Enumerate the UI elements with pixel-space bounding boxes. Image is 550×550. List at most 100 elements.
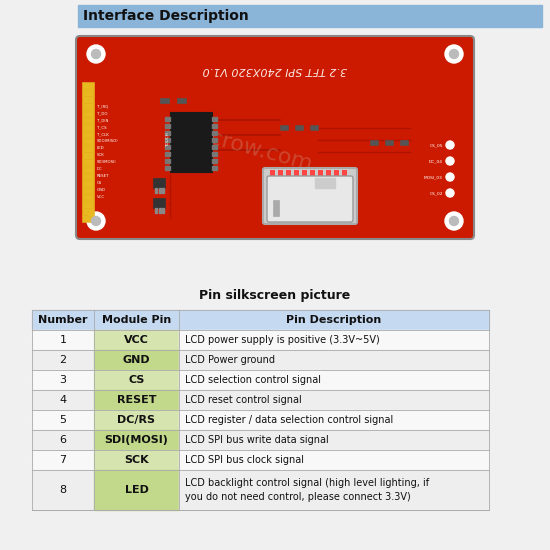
Bar bbox=[94, 410, 179, 430]
Text: LCD backlight control signal (high level lighting, if: LCD backlight control signal (high level… bbox=[185, 478, 429, 488]
Bar bbox=[32, 390, 94, 410]
Bar bbox=[82, 187, 94, 194]
Bar bbox=[179, 350, 489, 370]
Bar bbox=[32, 350, 94, 370]
Bar bbox=[177, 98, 186, 103]
Bar bbox=[342, 170, 347, 176]
Text: 2: 2 bbox=[59, 355, 67, 365]
Text: T_CLK: T_CLK bbox=[97, 132, 109, 136]
Circle shape bbox=[446, 141, 454, 149]
Bar bbox=[212, 131, 217, 135]
Bar bbox=[32, 330, 94, 350]
Circle shape bbox=[446, 173, 454, 181]
Text: Interface Description: Interface Description bbox=[83, 9, 249, 23]
Text: LCD reset control signal: LCD reset control signal bbox=[185, 395, 302, 405]
Bar bbox=[370, 140, 378, 145]
Text: RESET: RESET bbox=[117, 395, 156, 405]
Bar bbox=[32, 370, 94, 390]
Text: CS: CS bbox=[97, 182, 102, 185]
Bar bbox=[82, 194, 94, 201]
Text: SCK: SCK bbox=[124, 455, 149, 465]
Bar bbox=[82, 138, 94, 145]
Text: DC: DC bbox=[97, 167, 103, 171]
Text: DC_04: DC_04 bbox=[429, 159, 443, 163]
Text: 3: 3 bbox=[59, 375, 67, 385]
Bar bbox=[94, 350, 179, 370]
Circle shape bbox=[91, 50, 101, 58]
Bar bbox=[310, 170, 315, 176]
Text: GND: GND bbox=[123, 355, 150, 365]
Bar bbox=[179, 470, 489, 510]
Bar bbox=[385, 140, 393, 145]
Bar bbox=[165, 152, 170, 156]
Bar bbox=[179, 370, 489, 390]
Bar bbox=[179, 430, 489, 450]
Bar bbox=[94, 370, 179, 390]
Bar bbox=[158, 208, 161, 213]
Bar bbox=[82, 201, 94, 207]
Text: T_CS: T_CS bbox=[97, 125, 107, 129]
Text: DC/RS: DC/RS bbox=[118, 415, 156, 425]
Bar bbox=[310, 125, 318, 130]
Bar bbox=[82, 215, 94, 222]
Bar bbox=[165, 131, 170, 135]
Bar bbox=[280, 125, 288, 130]
Bar bbox=[212, 159, 217, 162]
Bar bbox=[82, 173, 94, 179]
Bar bbox=[179, 390, 489, 410]
Text: GND: GND bbox=[97, 188, 106, 192]
Bar bbox=[82, 180, 94, 186]
Circle shape bbox=[446, 189, 454, 197]
Text: 1: 1 bbox=[59, 335, 67, 345]
Bar bbox=[334, 170, 339, 176]
Text: 7: 7 bbox=[59, 455, 67, 465]
Bar bbox=[165, 166, 170, 169]
Bar bbox=[162, 208, 164, 213]
Bar bbox=[94, 430, 179, 450]
Bar bbox=[153, 198, 165, 208]
Text: Pin Description: Pin Description bbox=[287, 315, 382, 325]
Text: MOSI_03: MOSI_03 bbox=[424, 175, 443, 179]
Bar bbox=[82, 110, 94, 117]
Bar bbox=[165, 159, 170, 162]
Bar bbox=[165, 138, 170, 141]
Bar bbox=[32, 430, 94, 450]
Text: LED: LED bbox=[124, 485, 148, 495]
Bar bbox=[318, 170, 323, 176]
Text: LCD selection control signal: LCD selection control signal bbox=[185, 375, 321, 385]
Circle shape bbox=[87, 212, 105, 230]
Text: RESET: RESET bbox=[97, 174, 109, 178]
Text: Number: Number bbox=[39, 315, 88, 325]
Bar bbox=[82, 124, 94, 130]
Circle shape bbox=[87, 45, 105, 63]
Text: CS_05: CS_05 bbox=[430, 143, 443, 147]
Text: VCC: VCC bbox=[97, 195, 105, 199]
Bar bbox=[82, 96, 94, 102]
Bar bbox=[179, 330, 489, 350]
Bar bbox=[82, 117, 94, 124]
Text: Module Pin: Module Pin bbox=[102, 315, 171, 325]
Bar bbox=[32, 410, 94, 430]
Text: 8: 8 bbox=[59, 485, 67, 495]
Text: elecrow.com: elecrow.com bbox=[175, 120, 315, 175]
Bar bbox=[212, 138, 217, 141]
Bar bbox=[158, 188, 161, 193]
Circle shape bbox=[449, 217, 459, 226]
Text: 3.2 TFT SPI 240X320 V1.0: 3.2 TFT SPI 240X320 V1.0 bbox=[203, 65, 347, 75]
Text: SDO(MISO): SDO(MISO) bbox=[97, 139, 119, 143]
Bar bbox=[82, 131, 94, 138]
Text: LCD register / data selection control signal: LCD register / data selection control si… bbox=[185, 415, 393, 425]
FancyBboxPatch shape bbox=[76, 36, 474, 239]
Bar bbox=[170, 112, 212, 172]
Bar bbox=[212, 124, 217, 128]
Circle shape bbox=[445, 45, 463, 63]
Bar bbox=[165, 117, 170, 120]
Bar bbox=[160, 98, 169, 103]
Text: VCC: VCC bbox=[124, 335, 149, 345]
Text: Pin silkscreen picture: Pin silkscreen picture bbox=[199, 289, 351, 301]
Text: 5: 5 bbox=[59, 415, 67, 425]
Bar bbox=[82, 208, 94, 214]
Bar bbox=[315, 178, 335, 188]
Bar bbox=[162, 188, 164, 193]
Circle shape bbox=[449, 50, 459, 58]
